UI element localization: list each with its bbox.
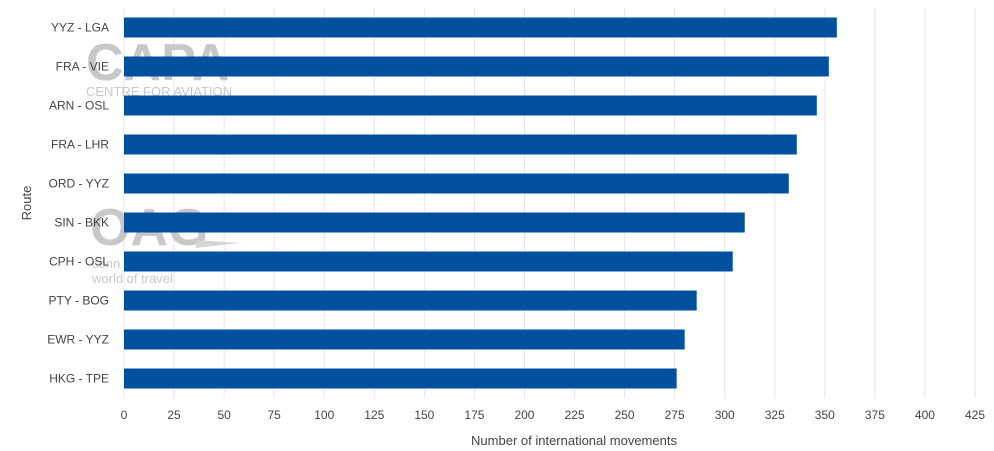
bar	[124, 17, 837, 38]
bar	[124, 56, 829, 77]
x-tick-label: 25	[167, 408, 181, 422]
x-tick-label: 250	[615, 408, 635, 422]
x-tick-label: 225	[565, 408, 585, 422]
y-tick-label: YYZ - LGA	[51, 21, 109, 35]
y-tick-label: HKG - TPE	[49, 372, 109, 386]
x-tick-label: 75	[267, 408, 281, 422]
x-tick-label: 125	[364, 408, 384, 422]
x-tick-label: 350	[815, 408, 835, 422]
x-tick-label: 0	[121, 408, 128, 422]
x-tick-label: 300	[715, 408, 735, 422]
y-tick-label: SIN - BKK	[54, 216, 109, 230]
bar	[124, 173, 789, 194]
bar	[124, 212, 745, 233]
y-axis-title: Route	[19, 186, 34, 221]
bar	[124, 368, 677, 389]
bars	[124, 17, 837, 389]
bar	[124, 134, 797, 155]
y-tick-label: PTY - BOG	[49, 294, 109, 308]
y-tick-label: ORD - YYZ	[49, 177, 109, 191]
y-axis-tick-labels: YYZ - LGA FRA - VIE ARN - OSL FRA - LHR ORD …	[47, 21, 109, 386]
bar	[124, 95, 817, 116]
x-tick-label: 325	[765, 408, 785, 422]
x-tick-label: 100	[314, 408, 334, 422]
x-tick-label: 175	[464, 408, 484, 422]
x-tick-label: 200	[514, 408, 534, 422]
bar	[124, 251, 733, 272]
y-tick-label: FRA - VIE	[56, 60, 109, 74]
y-tick-label: ARN - OSL	[49, 99, 109, 113]
capa-tagline-watermark: CENTRE FOR AVIATION	[86, 84, 232, 99]
x-tick-label: 400	[915, 408, 935, 422]
y-tick-label: EWR - YYZ	[47, 333, 109, 347]
y-tick-label: FRA - LHR	[51, 138, 109, 152]
plane-icon	[196, 240, 240, 248]
x-tick-label: 275	[665, 408, 685, 422]
x-tick-label: 150	[414, 408, 434, 422]
y-tick-label: CPH - OSL	[49, 255, 109, 269]
bar	[124, 329, 685, 350]
x-tick-label: 375	[865, 408, 885, 422]
x-tick-label: 425	[965, 408, 985, 422]
oag-tagline-line1: conn	[92, 256, 120, 271]
x-axis-tick-labels: 0 25 50 75 100 125 150 175 200 225 250 275 300 325 350…	[121, 408, 986, 422]
x-axis-title: Number of international movements	[471, 433, 677, 448]
oag-tagline-line2: world of travel	[91, 271, 173, 286]
x-tick-label: 50	[217, 408, 231, 422]
bar	[124, 290, 697, 311]
